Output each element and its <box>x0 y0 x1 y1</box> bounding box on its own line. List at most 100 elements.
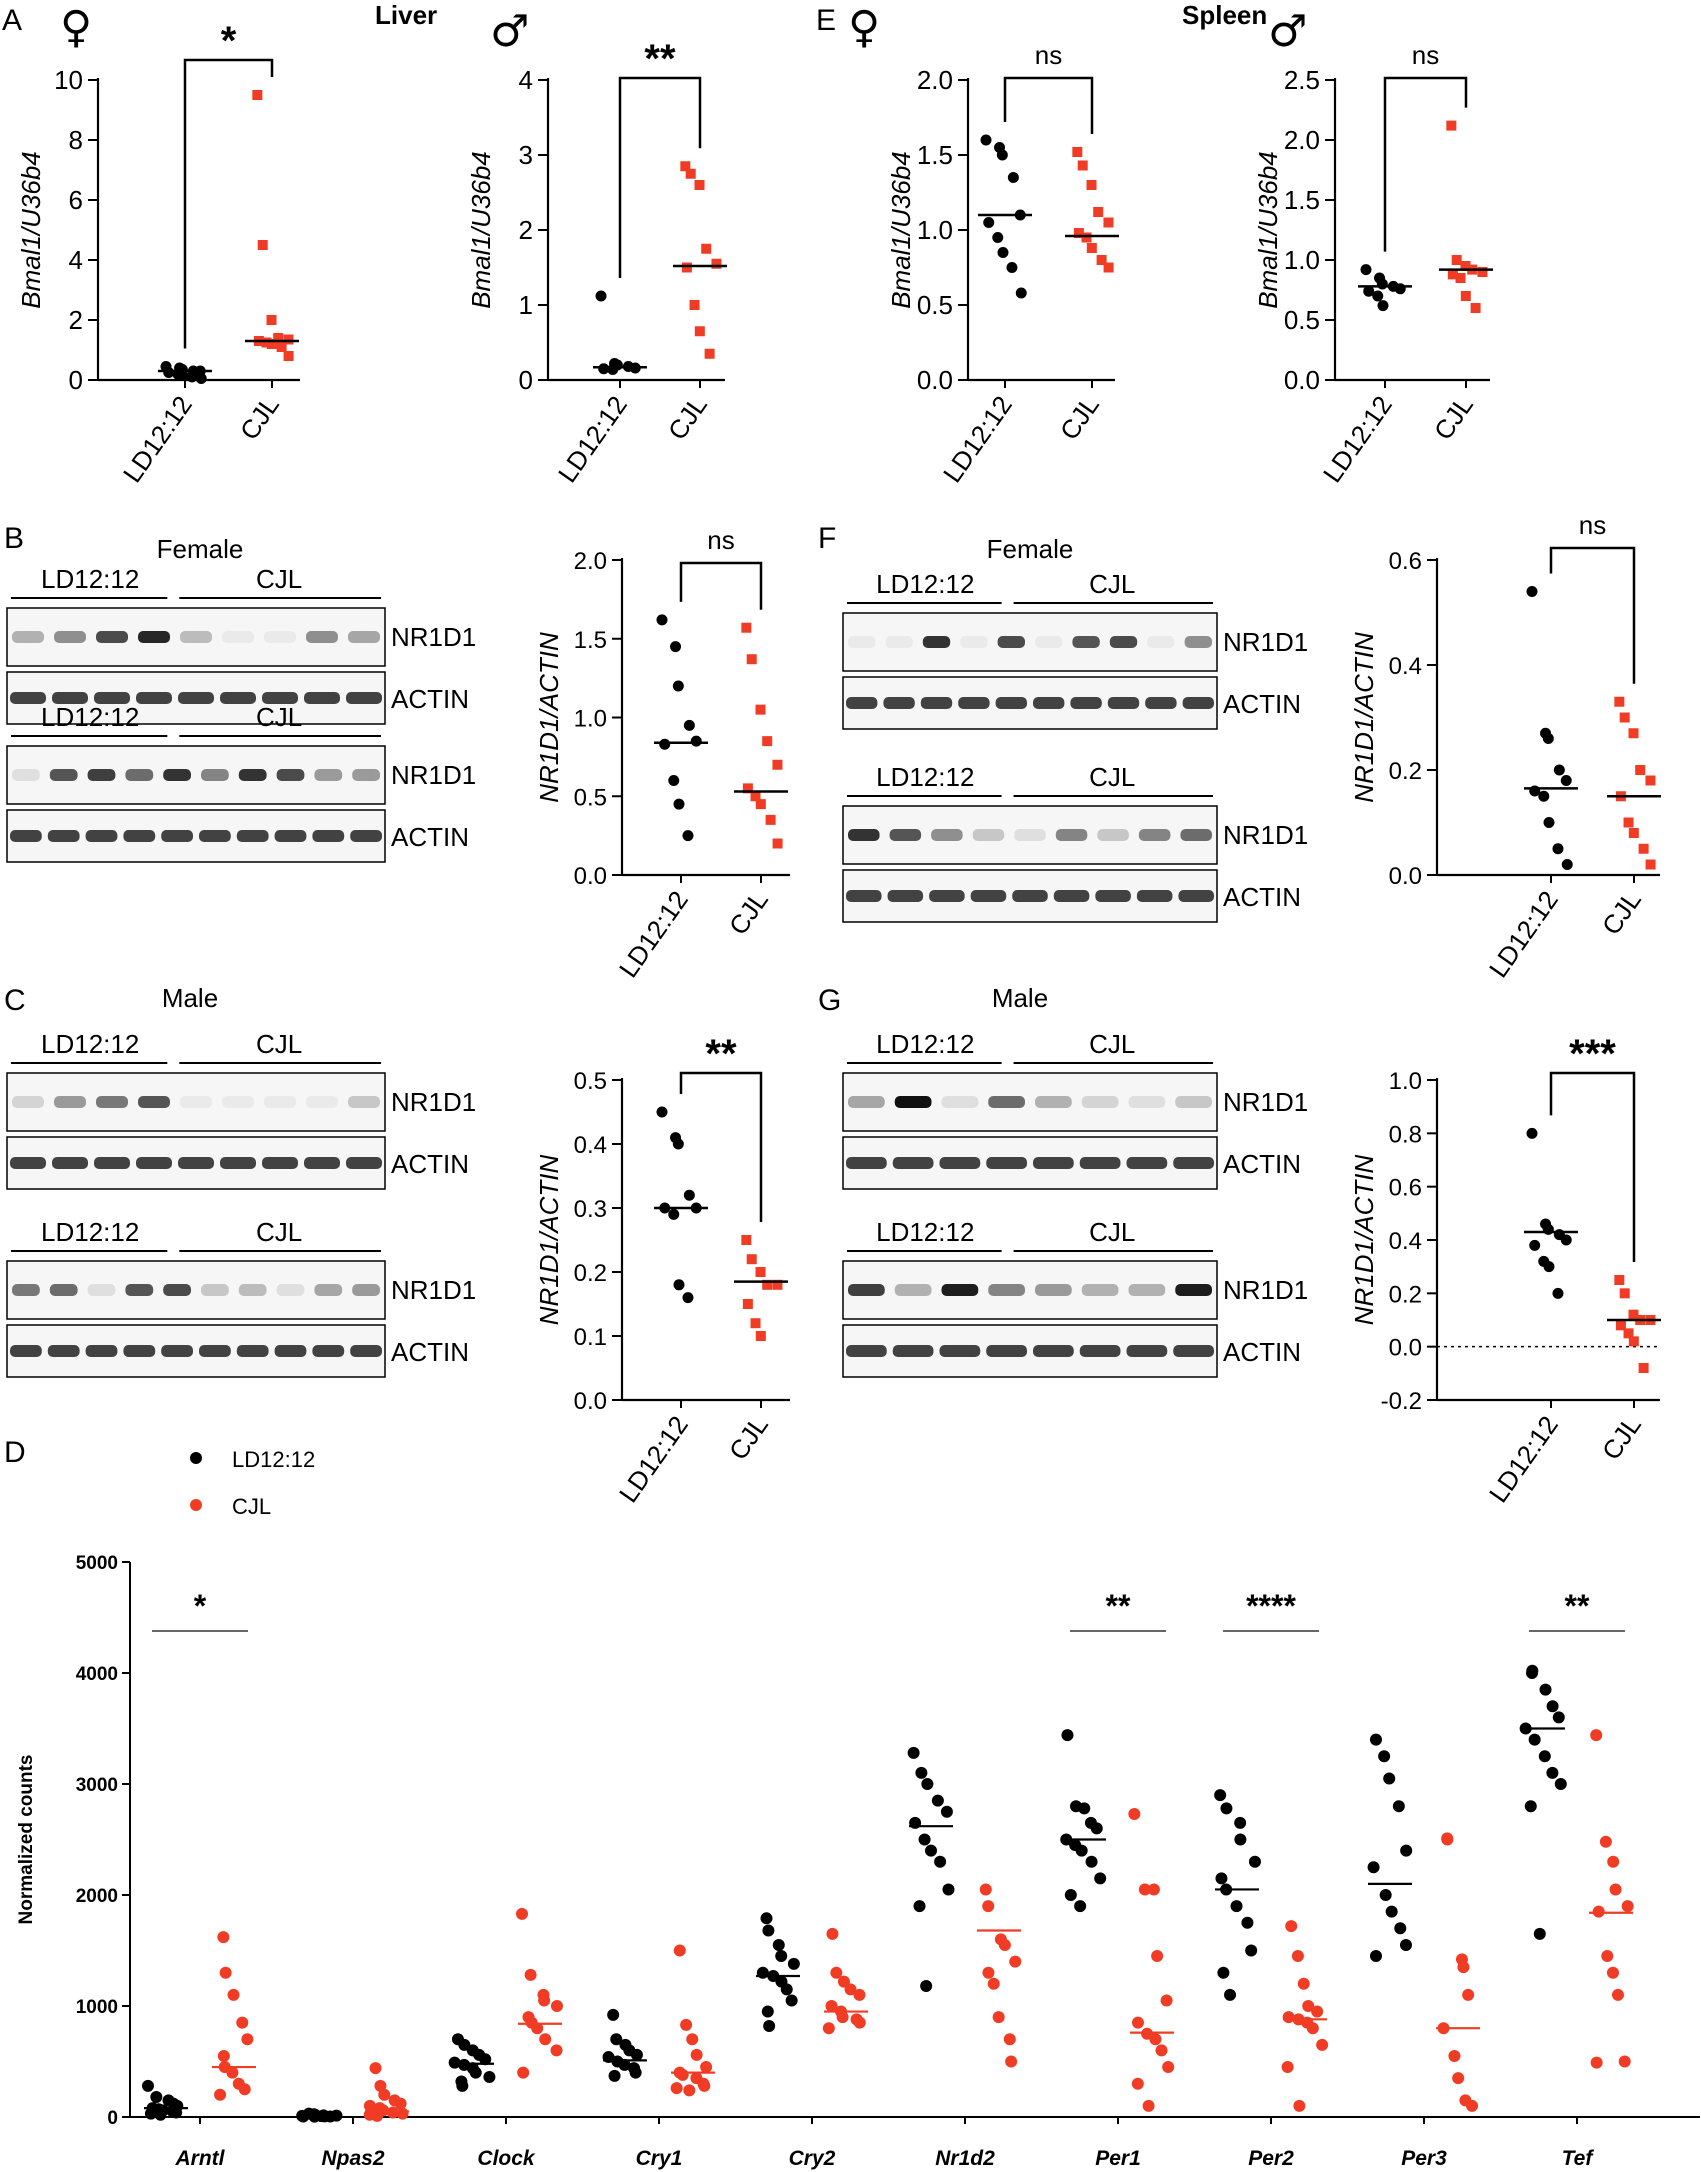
data-point-LD12:12 <box>1560 775 1572 786</box>
data-point-CJL <box>1131 2016 1144 2029</box>
data-point-CJL <box>689 300 700 310</box>
data-point-LD12:12 <box>1220 1802 1233 1815</box>
band <box>199 1345 231 1357</box>
band <box>1107 697 1140 709</box>
data-point-LD12:12 <box>673 798 685 810</box>
band <box>12 1096 44 1108</box>
band <box>995 697 1027 709</box>
band <box>1033 1345 1074 1357</box>
y-tick-label: 2000 <box>76 1886 118 1907</box>
data-point-LD12:12 <box>595 290 607 302</box>
band <box>94 692 130 704</box>
data-point-CJL <box>252 90 263 100</box>
data-point-CJL <box>266 315 277 325</box>
data-point-CJL <box>822 2022 835 2035</box>
band <box>1033 697 1065 709</box>
band <box>1012 890 1048 902</box>
x-tick-label: LD12:12 <box>117 390 198 488</box>
y-tick-label: 4 <box>69 245 83 275</box>
band-label: ACTIN <box>391 1337 469 1367</box>
data-point-CJL <box>1128 1807 1141 1820</box>
data-point-CJL <box>853 1988 866 2001</box>
band <box>939 1157 981 1169</box>
data-point-LD12:12 <box>668 1208 680 1220</box>
data-point-LD12:12 <box>1234 1833 1247 1846</box>
significance-label: ** <box>705 1032 737 1076</box>
band <box>264 1096 296 1108</box>
data-point-CJL <box>1077 160 1088 171</box>
blot-box-nr1d1 <box>842 612 1218 672</box>
significance-label: ns <box>1412 40 1439 70</box>
band <box>1145 697 1177 709</box>
band <box>178 1157 214 1169</box>
data-point-LD12:12 <box>787 1957 800 1970</box>
blot-title: Female <box>157 534 244 564</box>
y-tick-label: 0.4 <box>574 1132 607 1159</box>
band <box>10 1157 46 1169</box>
data-point-LD12:12 <box>1248 1855 1261 1868</box>
data-point-LD12:12 <box>931 1794 944 1807</box>
data-point-LD12:12 <box>610 2033 623 2046</box>
data-point-CJL <box>1618 2055 1631 2068</box>
y-tick-label: 3 <box>519 140 533 170</box>
data-point-LD12:12 <box>1074 1900 1087 1913</box>
data-point-CJL <box>694 180 705 190</box>
data-point-LD12:12 <box>1078 1802 1091 1815</box>
data-point-LD12:12 <box>983 217 995 228</box>
data-point-CJL <box>531 2022 544 2035</box>
data-point-CJL <box>982 1900 995 1913</box>
y-tick-label: 2.0 <box>1284 125 1320 155</box>
y-tick-label: 0.5 <box>574 784 607 811</box>
data-point-LD12:12 <box>760 1912 773 1925</box>
significance-bracket <box>1549 546 1636 684</box>
data-point-CJL <box>979 1883 992 1896</box>
plot-B-quant: 0.0 0.5 1.0 1.5 2.0 NR1D1/ACTIN LD12:12 CJL ns <box>534 525 790 983</box>
y-tick-label: 0.4 <box>1389 1228 1422 1255</box>
gene-label: Nr1d2 <box>935 2147 995 2170</box>
data-point-LD12:12 <box>456 2079 469 2092</box>
western-blot-B: Female LD12:12 CJL NR1D1 ACTIN LD12:12 CJL NR1D… <box>6 534 476 863</box>
data-point-CJL <box>1103 262 1114 273</box>
y-tick-label: 1 <box>519 290 533 320</box>
data-point-CJL <box>1147 1883 1160 1896</box>
band <box>970 890 1007 902</box>
data-point-CJL <box>772 759 783 770</box>
data-point-LD12:12 <box>934 1855 947 1868</box>
band <box>96 1096 128 1108</box>
data-point-CJL <box>257 240 268 250</box>
data-point-LD12:12 <box>618 2058 631 2071</box>
data-point-CJL <box>741 622 752 633</box>
data-point-CJL <box>1155 2044 1168 2057</box>
band <box>1079 1157 1121 1169</box>
data-point-LD12:12 <box>1360 264 1372 276</box>
band <box>136 1157 172 1169</box>
band <box>123 830 156 842</box>
data-point-CJL <box>992 2011 1005 2024</box>
band <box>848 636 876 648</box>
data-point-CJL <box>998 1938 1011 1951</box>
significance-label: ns <box>1035 40 1062 70</box>
data-point-CJL <box>517 2066 530 2079</box>
data-point-LD12:12 <box>1392 1800 1405 1813</box>
band <box>346 692 382 704</box>
data-point-CJL <box>217 1931 230 1944</box>
data-point-LD12:12 <box>1400 1844 1413 1857</box>
data-point-CJL <box>755 704 766 715</box>
data-point-LD12:12 <box>195 373 207 384</box>
data-point-CJL <box>550 2044 563 2057</box>
band <box>47 1345 80 1357</box>
data-point-CJL <box>844 1983 857 1996</box>
band-label: ACTIN <box>391 1149 469 1179</box>
y-tick-label: 0.0 <box>1389 1335 1422 1362</box>
y-tick-label: 2.0 <box>574 548 607 575</box>
data-point-LD12:12 <box>1214 1789 1227 1802</box>
blot-title: Female <box>987 534 1074 564</box>
y-tick-label: 5000 <box>76 1553 118 1574</box>
data-point-CJL <box>683 2084 696 2097</box>
data-point-CJL <box>762 1279 773 1290</box>
band <box>304 692 340 704</box>
band <box>262 1157 298 1169</box>
y-axis-label: Bmal1/U36b4 <box>466 151 496 309</box>
band <box>1035 1096 1072 1108</box>
data-point-LD12:12 <box>1546 1766 1559 1779</box>
